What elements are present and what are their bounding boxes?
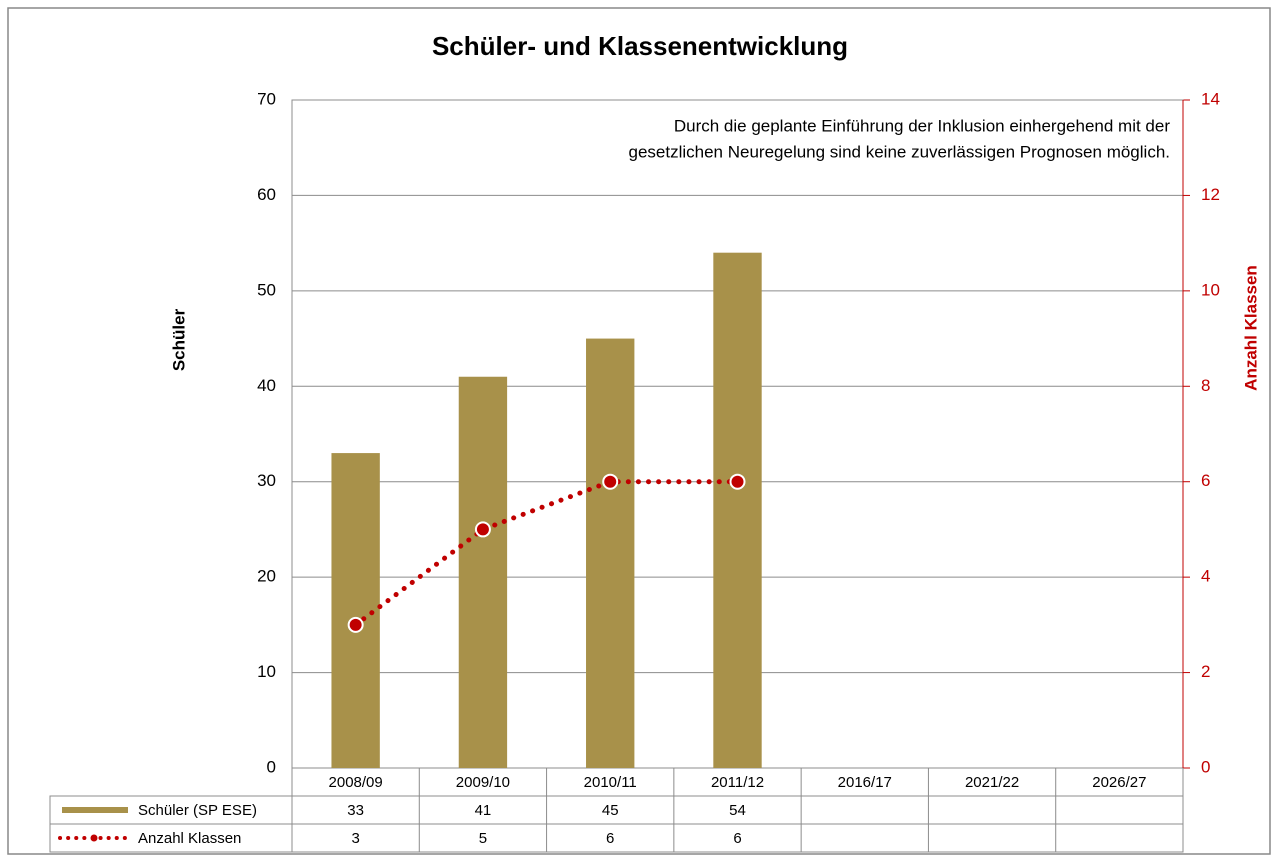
y-tick-label: 50 [257, 280, 276, 299]
line [353, 479, 740, 628]
chart-border [7, 7, 1271, 855]
table-value: 6 [733, 830, 741, 847]
x-tick-label: 2010/11 [584, 774, 637, 791]
marker [602, 473, 619, 490]
y2-tick-label: 0 [1201, 757, 1210, 776]
x-tick-label: 2009/10 [456, 774, 510, 791]
y-tick-label: 10 [257, 662, 276, 681]
x-tick-label: 2021/22 [965, 774, 1019, 791]
y-tick-label: 70 [257, 89, 276, 108]
annotation: Durch die geplante Einführung der Inklus… [674, 116, 1170, 135]
table-value: 6 [606, 830, 614, 847]
y2-tick-label: 8 [1201, 376, 1210, 395]
y-axis-label: Schüler [169, 308, 188, 371]
y2-tick-label: 10 [1201, 280, 1220, 299]
marker [729, 473, 746, 490]
legend-swatch [89, 833, 99, 843]
bar [713, 252, 762, 768]
x-tick-label: 2011/12 [711, 774, 764, 791]
legend-swatch [62, 807, 128, 813]
chart-title: Schüler- und Klassenentwicklung [432, 31, 848, 61]
annotation: gesetzlichen Neuregelung sind keine zuve… [629, 142, 1171, 161]
x-tick-label: 2016/17 [838, 774, 892, 791]
bar [458, 376, 508, 768]
y2-tick-label: 14 [1201, 89, 1220, 108]
table-value: 3 [351, 830, 359, 847]
y2-tick-label: 12 [1201, 185, 1220, 204]
y2-tick-label: 6 [1201, 471, 1210, 490]
marker [474, 521, 491, 538]
y-tick-label: 20 [257, 567, 276, 586]
table-value: 5 [479, 830, 487, 847]
table-value: 45 [602, 802, 619, 819]
y-tick-label: 0 [267, 757, 276, 776]
marker [347, 616, 364, 633]
table-value: 54 [729, 802, 746, 819]
x-tick-label: 2008/09 [329, 774, 383, 791]
table-value: 33 [347, 802, 364, 819]
table-value: 41 [475, 802, 492, 819]
y2-tick-label: 2 [1201, 662, 1210, 681]
y-tick-label: 60 [257, 185, 276, 204]
bar [586, 338, 635, 768]
y2-tick-label: 4 [1201, 567, 1210, 586]
y-tick-label: 30 [257, 471, 276, 490]
legend-label: Schüler (SP ESE) [138, 802, 257, 819]
legend-label: Anzahl Klassen [138, 830, 241, 847]
y2-axis-label: Anzahl Klassen [1241, 265, 1260, 391]
y-tick-label: 40 [257, 376, 276, 395]
x-tick-label: 2026/27 [1092, 774, 1146, 791]
